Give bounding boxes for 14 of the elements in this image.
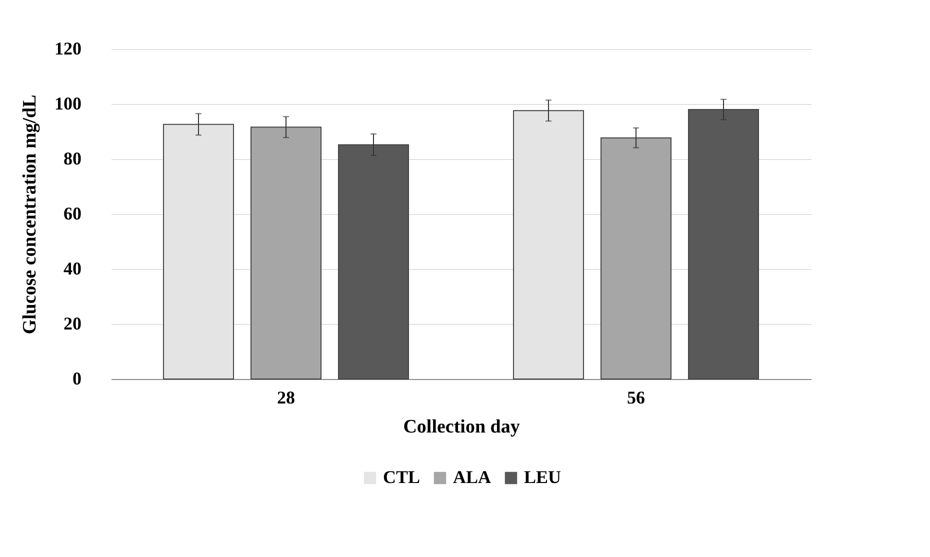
y-tick-label: 20 (64, 314, 82, 334)
x-tick-label: 56 (627, 388, 645, 408)
x-tick-label: 28 (277, 388, 295, 408)
y-tick-label: 0 (72, 368, 82, 388)
legend-label: ALA (453, 467, 492, 487)
legend-label: CTL (383, 467, 420, 487)
y-axis-title: Glucose concentration mg/dL (20, 94, 40, 334)
y-tick-label: 80 (64, 148, 82, 168)
y-tick-label: 120 (54, 38, 82, 58)
y-tick-label: 40 (64, 258, 82, 278)
y-tick-label: 60 (64, 204, 82, 224)
x-axis-title: Collection day (403, 416, 520, 438)
y-tick-label: 100 (54, 94, 82, 114)
legend-label: LEU (524, 467, 562, 487)
